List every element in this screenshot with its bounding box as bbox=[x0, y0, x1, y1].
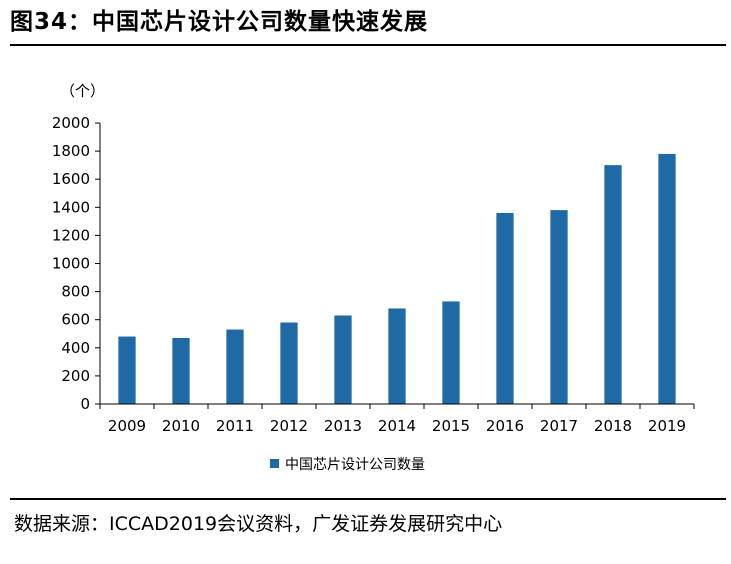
bar bbox=[280, 322, 298, 404]
bar bbox=[226, 329, 244, 404]
figure-title: 图34：中国芯片设计公司数量快速发展 bbox=[10, 9, 429, 35]
bar bbox=[118, 336, 136, 404]
source-note: 数据来源：ICCAD2019会议资料，广发证券发展研究中心 bbox=[14, 513, 503, 535]
bar bbox=[172, 337, 190, 404]
x-tick-label: 2017 bbox=[540, 417, 578, 435]
x-tick-label: 2012 bbox=[270, 417, 308, 435]
x-tick-label: 2010 bbox=[162, 417, 200, 435]
y-tick-label: 200 bbox=[61, 367, 90, 385]
bar-chart: （个） 0 200 400 600 800 1000 1200 1400 1600 1800 200… bbox=[52, 82, 695, 473]
source-divider bbox=[10, 498, 726, 500]
y-tick-label: 1200 bbox=[52, 226, 90, 244]
y-tick-label: 0 bbox=[80, 395, 90, 413]
y-axis: 0 200 400 600 800 1000 1200 1400 1600 1800 2000 bbox=[52, 114, 101, 413]
y-tick-label: 800 bbox=[61, 283, 90, 301]
x-tick-label: 2011 bbox=[216, 417, 254, 435]
x-tick-label: 2019 bbox=[648, 417, 686, 435]
y-tick-label: 1800 bbox=[52, 142, 90, 160]
y-tick-label: 1600 bbox=[52, 170, 90, 188]
x-tick-label: 2015 bbox=[432, 417, 470, 435]
y-tick-label: 2000 bbox=[52, 114, 90, 132]
legend-label: 中国芯片设计公司数量 bbox=[285, 457, 425, 473]
bar bbox=[442, 301, 460, 404]
legend: 中国芯片设计公司数量 bbox=[270, 457, 425, 473]
x-tick-label: 2016 bbox=[486, 417, 524, 435]
bars-group bbox=[118, 153, 676, 404]
bar bbox=[550, 210, 568, 404]
bar bbox=[334, 315, 352, 404]
y-tick-label: 1400 bbox=[52, 198, 90, 216]
x-tick-label: 2014 bbox=[378, 417, 416, 435]
bar bbox=[496, 212, 514, 404]
legend-swatch bbox=[270, 459, 279, 468]
x-tick-label: 2018 bbox=[594, 417, 632, 435]
bar bbox=[604, 165, 622, 404]
unit-label: （个） bbox=[60, 82, 105, 100]
title-divider bbox=[10, 44, 726, 46]
y-tick-label: 400 bbox=[61, 339, 90, 357]
y-tick-label: 1000 bbox=[52, 255, 90, 273]
y-tick-label: 600 bbox=[61, 311, 90, 329]
x-tick-label: 2009 bbox=[108, 417, 146, 435]
bar bbox=[388, 308, 406, 404]
x-tick-label: 2013 bbox=[324, 417, 362, 435]
bar bbox=[658, 153, 676, 404]
x-axis: 2009 2010 2011 2012 2013 2014 2015 2016 2017 2018… bbox=[99, 403, 695, 435]
